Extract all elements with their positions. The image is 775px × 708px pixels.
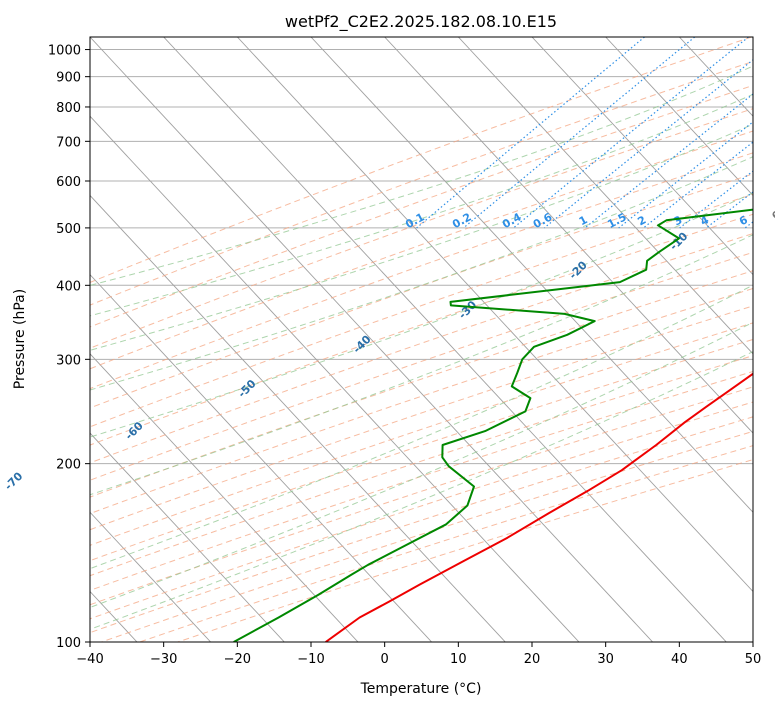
dry-adiabat bbox=[90, 338, 753, 562]
x-tick-label: 50 bbox=[745, 652, 762, 667]
x-tick-label: 20 bbox=[524, 652, 541, 667]
isotherm bbox=[310, 37, 753, 513]
x-axis: −40 −30 −20 −10 0 10 20 30 40 50 bbox=[76, 642, 761, 667]
isotherm bbox=[163, 37, 727, 642]
plot-frame bbox=[89, 36, 754, 643]
moist-adiabat bbox=[90, 284, 753, 570]
moist-adiabat bbox=[90, 65, 753, 286]
y-tick-label: 300 bbox=[56, 353, 81, 368]
x-tick-label: −30 bbox=[150, 652, 177, 667]
isotherm bbox=[90, 432, 285, 642]
y-axis-label: Pressure (hPa) bbox=[12, 289, 28, 389]
dry-adiabat bbox=[90, 386, 753, 606]
moist-adiabat bbox=[90, 123, 753, 351]
y-tick-label: 100 bbox=[56, 636, 81, 651]
isotherm bbox=[90, 273, 432, 642]
dry-adiabat bbox=[90, 213, 753, 446]
y-tick-label: 600 bbox=[56, 175, 81, 190]
dry-adiabat bbox=[90, 173, 753, 409]
dry-adiabat bbox=[90, 370, 753, 591]
isotherm bbox=[90, 115, 580, 642]
mixing-ratio-line bbox=[513, 37, 749, 229]
dewpoint-line bbox=[233, 208, 753, 642]
x-axis-label: Temperature (°C) bbox=[360, 681, 482, 697]
dry-adiabat bbox=[90, 251, 753, 481]
adiabat-label: 0 bbox=[769, 208, 775, 223]
x-tick-label: 40 bbox=[671, 652, 688, 667]
y-tick-label: 900 bbox=[56, 71, 81, 86]
y-tick-label: 400 bbox=[56, 279, 81, 294]
x-tick-label: −40 bbox=[76, 652, 103, 667]
mixing-ratio-line bbox=[416, 37, 645, 229]
x-tick-label: 10 bbox=[450, 652, 467, 667]
isotherm bbox=[605, 37, 753, 197]
isotherm bbox=[384, 37, 753, 434]
mixing-ratio-line bbox=[543, 59, 753, 229]
isotherm bbox=[90, 37, 653, 642]
mixing-ratio-line bbox=[643, 141, 753, 229]
y-tick-label: 1000 bbox=[48, 44, 81, 59]
isotherm bbox=[458, 37, 753, 355]
dry-adiabat bbox=[90, 152, 753, 390]
mixing-ratio-line bbox=[463, 37, 696, 229]
y-tick-label: 200 bbox=[56, 458, 81, 473]
y-tick-label: 700 bbox=[56, 135, 81, 150]
isotherm bbox=[90, 511, 211, 642]
chart-title: wetPf2_C2E2.2025.182.08.10.E15 bbox=[285, 12, 557, 32]
y-axis: 100 200 300 400 500 600 700 800 900 1000 bbox=[48, 44, 90, 651]
isotherm bbox=[90, 353, 359, 642]
x-tick-label: 0 bbox=[381, 652, 389, 667]
x-tick-label: −20 bbox=[224, 652, 251, 667]
isotherm bbox=[531, 37, 753, 276]
moist-adiabat bbox=[90, 192, 753, 438]
dry-adiabat bbox=[90, 305, 753, 531]
y-tick-label: 800 bbox=[56, 101, 81, 116]
isotherm bbox=[237, 37, 753, 593]
x-tick-label: 30 bbox=[597, 652, 614, 667]
dry-adiabat bbox=[90, 37, 752, 283]
x-tick-label: −10 bbox=[297, 652, 324, 667]
series-layer bbox=[233, 208, 753, 642]
dry-adiabat bbox=[90, 60, 753, 306]
y-tick-label: 500 bbox=[56, 222, 81, 237]
temperature-line bbox=[325, 372, 753, 642]
